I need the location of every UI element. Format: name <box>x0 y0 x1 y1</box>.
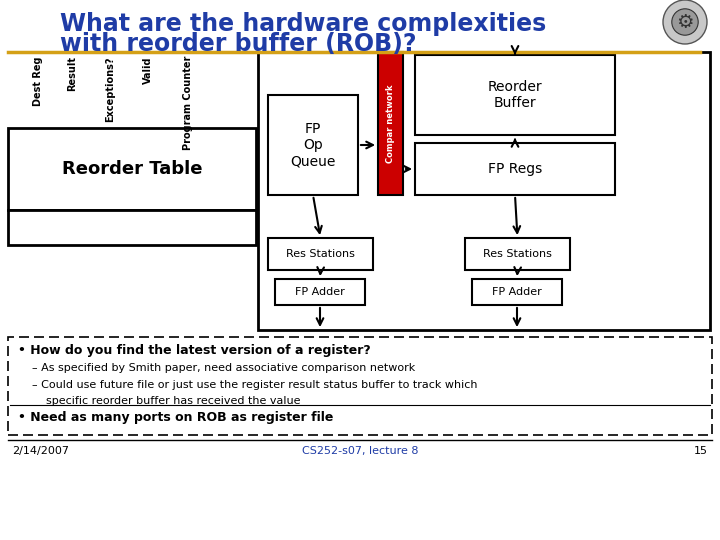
Text: – Could use future file or just use the register result status buffer to track w: – Could use future file or just use the … <box>32 380 477 390</box>
Bar <box>465 238 570 270</box>
Text: FP
Op
Queue: FP Op Queue <box>290 122 336 168</box>
Bar <box>8 210 256 245</box>
Bar <box>268 238 373 270</box>
Bar <box>258 52 710 330</box>
Bar <box>268 95 358 195</box>
Bar <box>415 143 615 195</box>
Text: Reorder
Buffer: Reorder Buffer <box>487 80 542 110</box>
Text: Compar network: Compar network <box>386 84 395 163</box>
Bar <box>415 55 615 135</box>
Text: with reorder buffer (ROB)?: with reorder buffer (ROB)? <box>60 32 416 56</box>
Text: FP Adder: FP Adder <box>492 287 542 297</box>
Text: FP Adder: FP Adder <box>295 287 345 297</box>
Text: ⚙: ⚙ <box>676 12 694 31</box>
Bar <box>8 128 256 210</box>
Text: • How do you find the latest version of a register?: • How do you find the latest version of … <box>18 344 371 357</box>
Text: • Need as many ports on ROB as register file: • Need as many ports on ROB as register … <box>18 411 333 424</box>
Circle shape <box>663 0 707 44</box>
Text: specific reorder buffer has received the value: specific reorder buffer has received the… <box>32 396 300 406</box>
Bar <box>472 279 562 305</box>
Circle shape <box>672 9 698 35</box>
Bar <box>8 337 712 435</box>
Text: FP Regs: FP Regs <box>488 162 542 176</box>
Bar <box>275 279 365 305</box>
Text: What are the hardware complexities: What are the hardware complexities <box>60 12 546 36</box>
Bar <box>378 52 403 195</box>
Text: – As specified by Smith paper, need associative comparison network: – As specified by Smith paper, need asso… <box>32 363 415 373</box>
Text: Res Stations: Res Stations <box>286 249 355 259</box>
Text: 2/14/2007: 2/14/2007 <box>12 446 69 456</box>
Text: Valid: Valid <box>143 56 153 84</box>
Text: CS252-s07, lecture 8: CS252-s07, lecture 8 <box>302 446 418 456</box>
Text: 15: 15 <box>694 446 708 456</box>
Text: Res Stations: Res Stations <box>483 249 552 259</box>
Text: Exceptions?: Exceptions? <box>105 56 115 122</box>
Text: Program Counter: Program Counter <box>183 56 193 150</box>
Text: Reorder Table: Reorder Table <box>62 160 202 178</box>
Text: Dest Reg: Dest Reg <box>33 56 43 105</box>
Text: Result: Result <box>67 56 77 91</box>
